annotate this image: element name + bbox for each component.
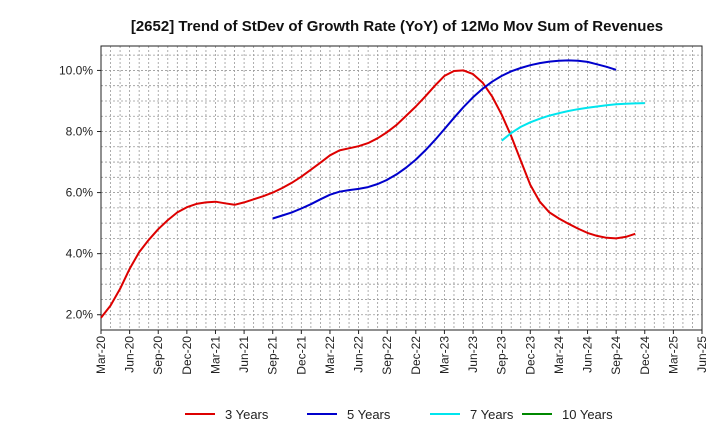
x-tick-label: Dec-21 xyxy=(294,336,308,375)
x-tick-label: Dec-23 xyxy=(523,336,537,375)
x-tick-label: Mar-20 xyxy=(94,336,108,374)
x-tick-label: Jun-21 xyxy=(237,336,251,373)
series-lines xyxy=(100,59,645,319)
y-tick-label: 8.0% xyxy=(66,125,94,139)
x-tick-label: Sep-20 xyxy=(151,336,165,375)
chart-title: [2652] Trend of StDev of Growth Rate (Yo… xyxy=(131,18,663,35)
x-tick-label: Mar-23 xyxy=(437,336,451,374)
x-tick-label: Dec-20 xyxy=(180,336,194,375)
x-tick-label: Jun-24 xyxy=(581,336,595,373)
legend-label: 7 Years xyxy=(470,407,514,422)
x-tick-label: Sep-23 xyxy=(495,336,509,375)
x-tick-label: Jun-23 xyxy=(466,336,480,373)
y-tick-label: 6.0% xyxy=(66,186,94,200)
legend-label: 10 Years xyxy=(562,407,613,422)
x-tick-label: Sep-22 xyxy=(380,336,394,375)
x-tick-label: Sep-24 xyxy=(609,336,623,375)
x-tick-label: Jun-22 xyxy=(352,336,366,373)
x-tick-label: Mar-22 xyxy=(323,336,337,374)
x-tick-label: Jun-20 xyxy=(123,336,137,373)
x-tick-label: Sep-21 xyxy=(266,336,280,375)
grid xyxy=(101,46,702,330)
x-tick-label: Jun-25 xyxy=(695,336,709,373)
x-tick-label: Mar-21 xyxy=(208,336,222,374)
y-tick-label: 10.0% xyxy=(59,63,93,77)
y-tick-label: 4.0% xyxy=(66,247,94,261)
series-line-5-years xyxy=(272,59,617,220)
x-axis: Mar-20 Jun-20 Sep-20 Dec-20 Mar-21 Jun-21 Sep-… xyxy=(94,330,709,375)
x-tick-label: Mar-25 xyxy=(666,336,680,374)
legend: 3 Years 5 Years 7 Years 10 Years xyxy=(185,407,613,422)
legend-label: 3 Years xyxy=(225,407,269,422)
y-axis: 2.0% 4.0% 6.0% 8.0% 10.0% xyxy=(59,63,101,322)
x-tick-label: Mar-24 xyxy=(552,336,566,374)
x-tick-label: Dec-22 xyxy=(409,336,423,375)
plot-frame xyxy=(100,45,703,331)
series-line-7-years xyxy=(501,102,645,142)
plot-area xyxy=(101,46,702,330)
series-line-3-years xyxy=(100,69,636,319)
legend-label: 5 Years xyxy=(347,407,391,422)
x-tick-label: Dec-24 xyxy=(638,336,652,375)
y-tick-label: 2.0% xyxy=(66,308,94,322)
